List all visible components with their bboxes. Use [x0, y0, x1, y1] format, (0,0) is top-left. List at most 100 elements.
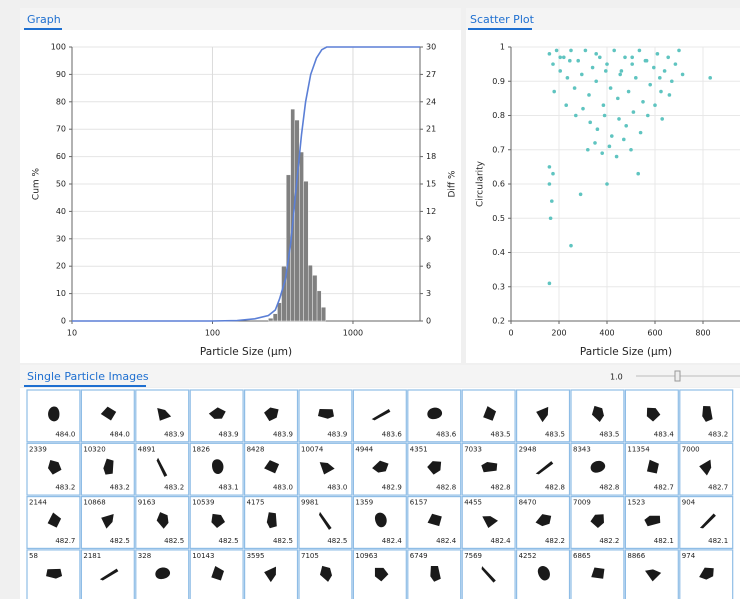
scatter-point — [624, 124, 628, 128]
page: Graph Scatter Plot Single Particle Image… — [0, 0, 740, 599]
scatter-point — [708, 76, 712, 80]
scatter-point — [659, 90, 663, 94]
scatter-point — [670, 79, 674, 83]
scatter-point — [548, 282, 552, 286]
particle-id: 10143 — [192, 552, 214, 560]
particle-size: 483.0 — [327, 484, 347, 492]
scatter-point — [580, 73, 584, 77]
scatter-point — [681, 73, 685, 77]
scatter-point — [550, 199, 554, 203]
scatter-point — [564, 103, 568, 107]
particle-size: 482.8 — [491, 484, 511, 492]
particle-size: 482.1 — [654, 537, 674, 545]
particle-size: 483.6 — [382, 430, 403, 438]
x-tick-label: 800 — [695, 329, 710, 338]
scatter-point — [604, 69, 608, 73]
particle-id: 3595 — [247, 552, 265, 560]
scatter-point — [552, 90, 556, 94]
y-axis-label: Cum % — [32, 167, 42, 200]
particle-id: 9163 — [138, 499, 156, 507]
scatter-point — [581, 107, 585, 111]
histogram-bar — [312, 275, 317, 321]
scatter-point — [593, 141, 597, 145]
particle-size: 482.2 — [545, 537, 565, 545]
y-tick-label: 0.2 — [492, 317, 505, 326]
scatter-point — [610, 134, 614, 138]
y-tick-label: 70 — [56, 125, 66, 134]
particle-size: 483.2 — [55, 484, 75, 492]
particle-size: 482.2 — [599, 537, 619, 545]
scatter-point — [558, 69, 562, 73]
scatter-point — [618, 73, 622, 77]
y-tick-label: 0.4 — [492, 248, 505, 257]
y-tick-label: 40 — [56, 207, 66, 216]
particle-size: 483.6 — [436, 430, 457, 438]
scatter-point — [638, 49, 642, 53]
scatter-point — [641, 100, 645, 104]
particle-id: 4455 — [464, 499, 482, 507]
scatter-title[interactable]: Scatter Plot — [470, 13, 535, 26]
scatter-point — [576, 59, 580, 63]
particle-size: 483.2 — [164, 484, 184, 492]
scatter-point — [668, 93, 672, 97]
histogram-bar — [268, 318, 273, 321]
scatter-point — [656, 52, 660, 56]
graph-header — [20, 8, 461, 30]
zoom-slider-thumb[interactable] — [675, 371, 680, 381]
y-tick-label: 1 — [500, 43, 505, 52]
histogram-bar — [295, 120, 300, 321]
particle-size: 483.5 — [545, 430, 565, 438]
y2-tick-label: 24 — [426, 97, 436, 106]
scatter-point — [612, 49, 616, 53]
y-tick-label: 100 — [51, 43, 66, 52]
scatter-point — [586, 148, 590, 152]
x-tick-label: 10 — [67, 329, 77, 338]
y2-tick-label: 9 — [426, 234, 431, 243]
scatter-point — [603, 114, 607, 118]
scatter-point — [579, 192, 583, 196]
scatter-point — [569, 49, 573, 53]
scatter-point — [652, 66, 656, 70]
x-tick-label: 200 — [551, 329, 566, 338]
scatter-point — [617, 117, 621, 121]
y2-axis-label: Diff % — [448, 170, 458, 197]
scatter-point — [551, 172, 555, 176]
particle-id: 11354 — [627, 445, 650, 453]
scatter-point — [591, 66, 595, 70]
particle-id: 4351 — [410, 445, 428, 453]
scatter-point — [558, 55, 562, 59]
particle-size: 482.5 — [327, 537, 347, 545]
particle-size: 482.5 — [110, 537, 130, 545]
y-axis-label: Circularity — [476, 160, 486, 207]
scatter-point — [646, 114, 650, 118]
scatter-point — [663, 69, 667, 73]
graph-title[interactable]: Graph — [27, 13, 61, 26]
histogram-bar — [299, 152, 303, 321]
scatter-point — [548, 182, 552, 186]
particle-size: 483.2 — [708, 430, 728, 438]
particle-id: 8866 — [627, 552, 645, 560]
scatter-point — [600, 151, 604, 155]
y2-tick-label: 21 — [426, 125, 436, 134]
scatter-point — [568, 59, 572, 63]
particle-size: 482.8 — [545, 484, 565, 492]
scatter-point — [594, 79, 598, 83]
particle-size: 483.1 — [219, 484, 239, 492]
scatter-point — [644, 59, 648, 63]
histogram-bar — [273, 314, 277, 321]
scatter-point — [596, 127, 600, 131]
y-tick-label: 0.6 — [492, 180, 505, 189]
y-tick-label: 10 — [56, 289, 66, 298]
scatter-point — [623, 55, 627, 59]
particle-size: 482.9 — [382, 484, 402, 492]
scatter-point — [674, 62, 678, 66]
histogram-bar — [308, 265, 312, 321]
particle-id: 328 — [138, 552, 151, 560]
images-title[interactable]: Single Particle Images — [27, 370, 149, 383]
graph-panel — [20, 8, 461, 363]
y2-tick-label: 27 — [426, 70, 436, 79]
particle-id: 974 — [682, 552, 696, 560]
particle-id: 9981 — [301, 499, 319, 507]
particle-id: 6749 — [410, 552, 428, 560]
scatter-point — [551, 62, 555, 66]
